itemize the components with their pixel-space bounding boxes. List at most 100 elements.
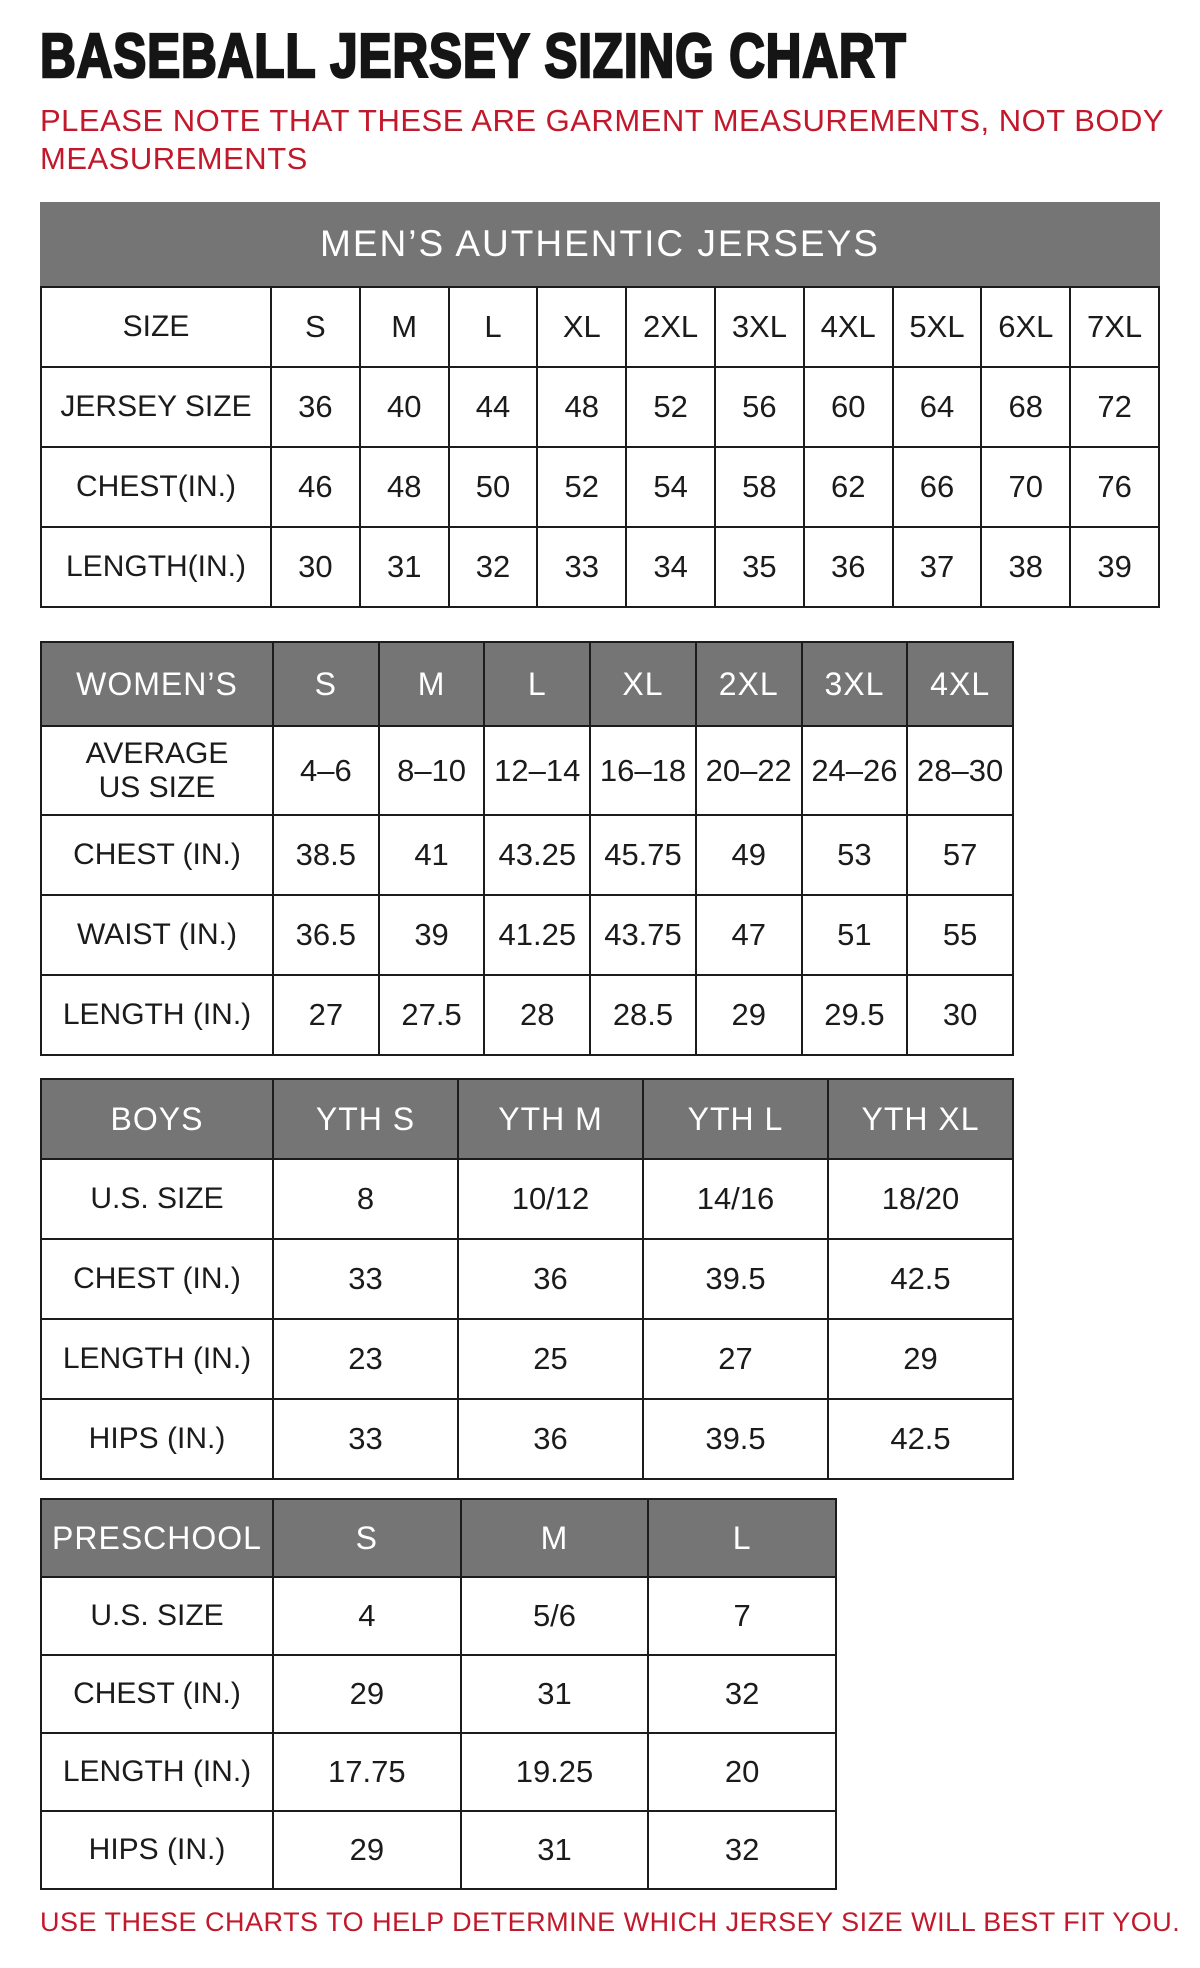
boys-table-title: BOYS [42, 1080, 272, 1158]
row-label: JERSEY SIZE [60, 390, 252, 423]
table-cell: 30 [270, 528, 359, 606]
table-cell: 5/6 [459, 1578, 648, 1654]
table-cell: 31 [459, 1656, 648, 1732]
row-label: U.S. SIZE [90, 1182, 224, 1215]
page-title: BASEBALL JERSEY SIZING CHART [39, 22, 907, 91]
table-cell: 52 [536, 448, 625, 526]
table-cell: 35 [714, 528, 803, 606]
table-cell: 56 [714, 368, 803, 446]
table-header-row: BOYS YTH S YTH M YTH L YTH XL [42, 1080, 1012, 1160]
table-cell: 6XL [980, 288, 1069, 366]
row-label: AVERAGE US SIZE [85, 736, 229, 804]
table-cell: 52 [625, 368, 714, 446]
table-cell: 2XL [625, 288, 714, 366]
table-cell: 37 [891, 528, 981, 606]
column-header-cell: YTH L [642, 1080, 827, 1158]
table-cell: 28.5 [589, 976, 695, 1054]
table-cell: 38.5 [272, 816, 378, 894]
table-cell: S [270, 288, 359, 366]
table-cell: 29.5 [800, 976, 907, 1054]
row-label: WAIST (IN.) [77, 918, 237, 951]
table-cell: 43.25 [483, 816, 589, 894]
table-row: HIPS (IN.) 33 36 39.5 42.5 [42, 1400, 1012, 1478]
row-label: LENGTH(IN.) [66, 550, 246, 583]
table-cell: 42.5 [827, 1400, 1012, 1478]
table-cell: 50 [447, 448, 537, 526]
table-cell: 20 [647, 1734, 835, 1810]
garment-note-line: PLEASE NOTE THAT THESE ARE GARMENT MEASU… [40, 103, 1165, 138]
table-cell: 7 [647, 1578, 835, 1654]
table-row: CHEST (IN.) 29 31 32 [42, 1656, 835, 1734]
table-cell: 29 [272, 1812, 460, 1888]
table-cell: 41.25 [483, 896, 589, 974]
table-cell: XL [536, 288, 625, 366]
table-cell: 36.5 [272, 896, 378, 974]
footer-note: USE THESE CHARTS TO HELP DETERMINE WHICH… [40, 1907, 1181, 1937]
garment-note: PLEASE NOTE THAT THESE ARE GARMENT MEASU… [40, 102, 1200, 178]
table-cell: 55 [906, 896, 1012, 974]
table-cell: 48 [536, 368, 625, 446]
table-cell: 34 [625, 528, 714, 606]
table-row: LENGTH(IN.) 30 31 32 33 34 35 36 37 38 39 [42, 528, 1158, 606]
table-row: LENGTH (IN.) 23 25 27 29 [42, 1320, 1012, 1400]
row-label: CHEST (IN.) [73, 838, 241, 871]
row-label: HIPS (IN.) [88, 1422, 226, 1455]
table-row: LENGTH (IN.) 17.75 19.25 20 [42, 1734, 835, 1812]
table-cell: 4 [272, 1578, 460, 1654]
womens-table: WOMEN’S S M L XL 2XL 3XL 4XL AVERAGE US SIZE 4… [40, 641, 1014, 1056]
table-cell: 12–14 [483, 727, 589, 814]
table-cell: 38 [980, 528, 1069, 606]
table-cell: 5XL [891, 288, 981, 366]
boys-table: BOYS YTH S YTH M YTH L YTH XL U.S. SIZE 8 10… [40, 1078, 1014, 1480]
table-cell: 39.5 [642, 1240, 827, 1318]
table-cell: 36 [457, 1240, 642, 1318]
column-header-cell: 4XL [906, 643, 1012, 725]
table-cell: 39 [1069, 528, 1158, 606]
table-cell: 42.5 [827, 1240, 1012, 1318]
row-label: CHEST (IN.) [73, 1262, 241, 1295]
table-row: U.S. SIZE 4 5/6 7 [42, 1578, 835, 1656]
column-header-cell: YTH M [457, 1080, 642, 1158]
row-label: LENGTH (IN.) [62, 998, 252, 1031]
column-header-cell: M [459, 1500, 648, 1576]
table-cell: 29 [272, 1656, 460, 1732]
table-cell: 33 [272, 1400, 457, 1478]
table-cell: 39.5 [642, 1400, 827, 1478]
table-row: WAIST (IN.) 36.5 39 41.25 43.75 47 51 55 [42, 896, 1012, 976]
table-cell: 17.75 [272, 1734, 460, 1810]
row-label: U.S. SIZE [90, 1599, 224, 1632]
table-cell: 36 [457, 1400, 642, 1478]
column-header-cell: L [647, 1500, 835, 1576]
table-cell: 49 [694, 816, 801, 894]
garment-note-line: MEASUREMENTS [40, 141, 308, 176]
table-cell: 14/16 [642, 1160, 827, 1238]
table-cell: 27 [642, 1320, 827, 1398]
table-cell: 24–26 [800, 727, 907, 814]
table-cell: L [447, 288, 537, 366]
table-row: SIZE S M L XL 2XL 3XL 4XL 5XL 6XL 7XL [42, 288, 1158, 368]
table-cell: 27.5 [377, 976, 484, 1054]
table-cell: 36 [802, 528, 892, 606]
table-cell: 32 [647, 1656, 835, 1732]
table-cell: 18/20 [827, 1160, 1012, 1238]
row-label: LENGTH (IN.) [62, 1342, 252, 1375]
column-header-cell: YTH XL [827, 1080, 1012, 1158]
table-cell: 27 [272, 976, 378, 1054]
column-header-cell: 2XL [694, 643, 801, 725]
table-cell: 10/12 [457, 1160, 642, 1238]
table-cell: 19.25 [459, 1734, 648, 1810]
table-cell: 28 [483, 976, 589, 1054]
table-cell: 3XL [714, 288, 803, 366]
table-cell: 54 [625, 448, 714, 526]
mens-table: SIZE S M L XL 2XL 3XL 4XL 5XL 6XL 7XL JERSEY SIZE… [40, 286, 1160, 608]
table-row: U.S. SIZE 8 10/12 14/16 18/20 [42, 1160, 1012, 1240]
table-cell: 33 [536, 528, 625, 606]
table-cell: 76 [1069, 448, 1158, 526]
womens-table-title: WOMEN’S [42, 643, 272, 725]
table-cell: 43.75 [589, 896, 695, 974]
table-cell: 4–6 [272, 727, 378, 814]
table-cell: 51 [800, 896, 907, 974]
table-cell: 33 [272, 1240, 457, 1318]
